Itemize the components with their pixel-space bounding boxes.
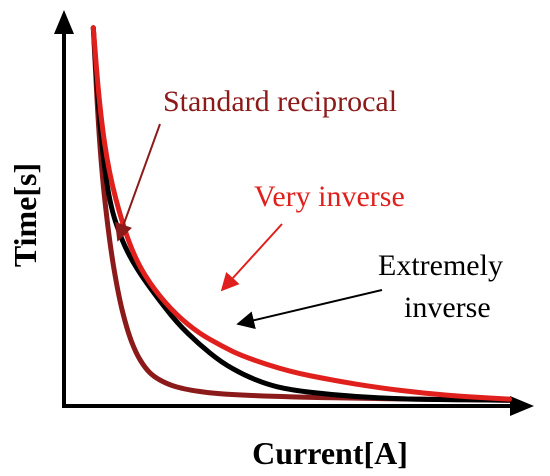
standard-reciprocal-label: Standard reciprocal [163, 85, 397, 118]
series-line-extremely-inverse [90, 25, 512, 403]
standard-reciprocal-pointer [115, 123, 161, 242]
extremely-label: Extremely [378, 249, 503, 282]
x-axis-label: Current[A] [252, 435, 408, 471]
x-axis-arrowhead [510, 396, 534, 416]
series-line-standard-reciprocal [90, 25, 512, 403]
inverse-label: inverse [404, 291, 491, 324]
extremely-inverse-pointer [236, 289, 383, 330]
y-axis-arrowhead [54, 10, 74, 34]
very-inverse-label: Very inverse [254, 180, 405, 213]
series-layer [90, 25, 512, 403]
y-axis-label: Time[s] [7, 163, 43, 267]
very-inverse-pointer [220, 223, 283, 292]
series-line-very-inverse [90, 25, 512, 402]
